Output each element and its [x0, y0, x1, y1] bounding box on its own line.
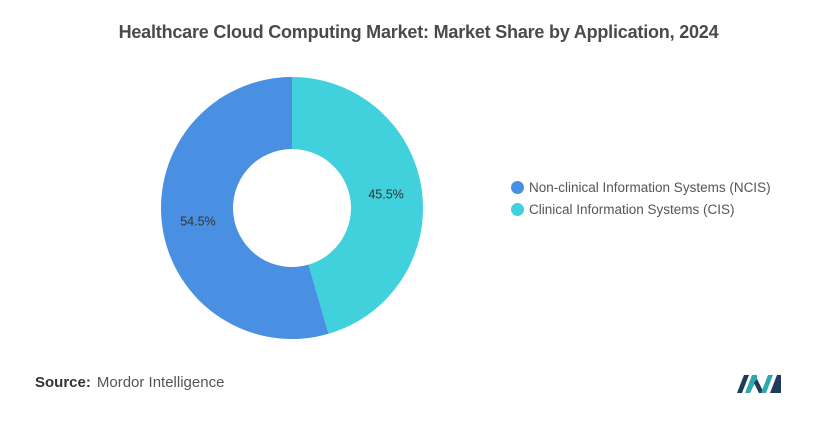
legend-label-cis: Clinical Information Systems (CIS)	[529, 201, 735, 217]
legend-label-ncis: Non-clinical Information Systems (NCIS)	[529, 179, 771, 195]
slice-cis	[292, 77, 423, 334]
source-line: Source: Mordor Intelligence	[35, 374, 224, 391]
legend-marker-cis	[511, 202, 524, 216]
legend-item-cis: Clinical Information Systems (CIS)	[511, 198, 771, 220]
slice-label-ncis: 54.5%	[180, 214, 215, 228]
slice-ncis	[161, 76, 329, 339]
legend-item-ncis: Non-clinical Information Systems (NCIS)	[511, 176, 771, 198]
source-label: Source:	[35, 374, 91, 391]
legend: Non-clinical Information Systems (NCIS) …	[511, 176, 771, 220]
source-text: Mordor Intelligence	[96, 374, 225, 391]
chart-title: Healthcare Cloud Computing Market: Marke…	[118, 22, 719, 42]
legend-marker-ncis	[511, 180, 524, 194]
slice-label-cis: 45.5%	[368, 188, 403, 202]
mordor-intelligence-logo	[737, 375, 781, 393]
